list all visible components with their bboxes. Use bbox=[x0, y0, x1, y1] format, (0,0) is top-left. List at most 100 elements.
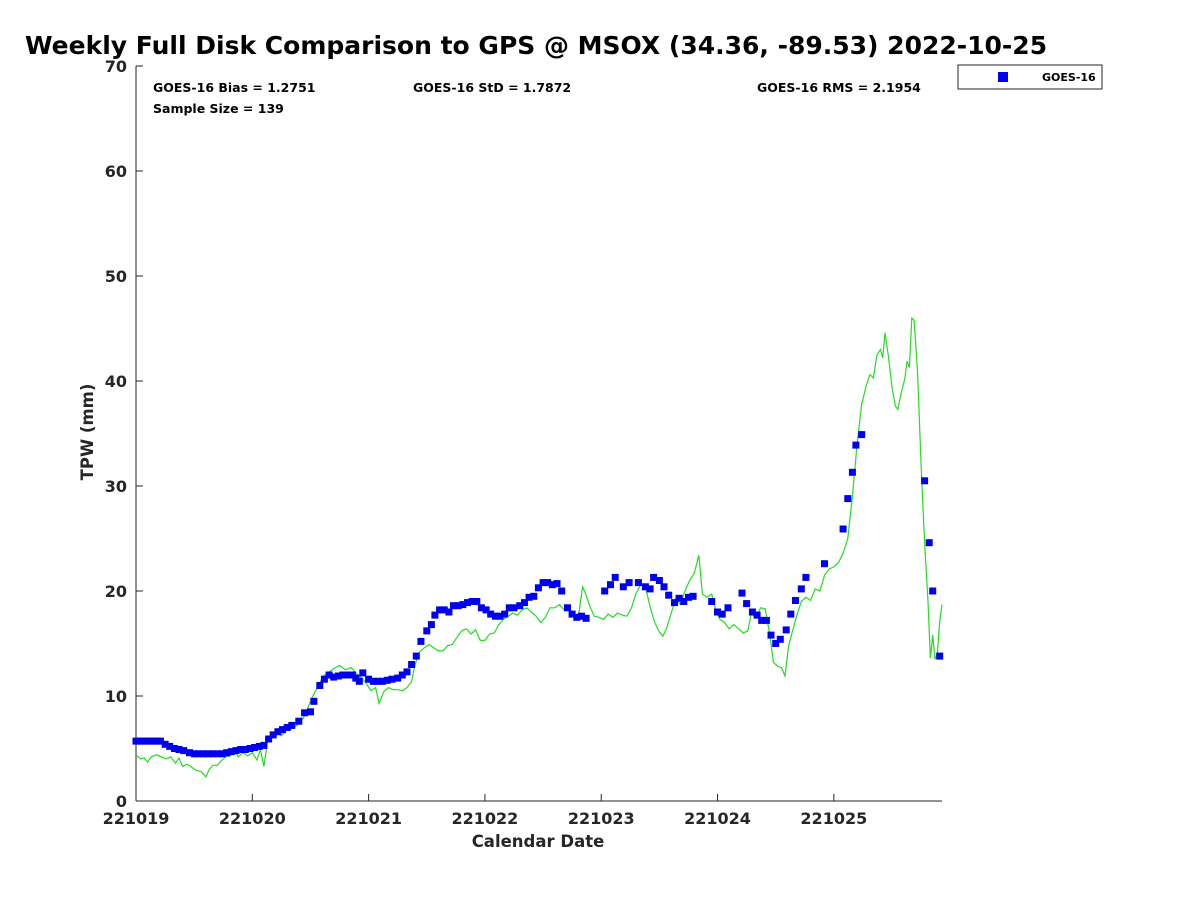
goes16-point bbox=[619, 583, 627, 591]
goes16-point bbox=[330, 673, 338, 681]
goes16-point bbox=[496, 612, 504, 620]
x-ticks: 221019 221020 221021 221022 221023 221024 2210… bbox=[103, 794, 867, 828]
goes16-point bbox=[232, 747, 240, 755]
goes16-point bbox=[355, 677, 363, 685]
goes16-point bbox=[641, 583, 649, 591]
goes16-point bbox=[190, 750, 198, 758]
goes16-point bbox=[403, 668, 411, 676]
legend: GOES-16 bbox=[957, 64, 1103, 90]
goes16-point bbox=[675, 594, 683, 602]
goes16-point bbox=[260, 741, 268, 749]
goes16-point bbox=[564, 604, 571, 612]
goes16-point bbox=[714, 608, 721, 616]
goes16-point bbox=[689, 592, 697, 600]
goes16-point bbox=[655, 577, 663, 584]
goes16-point bbox=[301, 709, 309, 717]
goes16-point bbox=[227, 748, 235, 756]
goes16-point bbox=[255, 742, 263, 750]
goes16-point bbox=[925, 539, 933, 547]
y-tick-label: 50 bbox=[105, 267, 127, 286]
y-tick-label: 40 bbox=[105, 372, 127, 391]
goes16-point bbox=[782, 626, 790, 634]
goes16-point bbox=[573, 613, 581, 621]
goes16-point bbox=[530, 592, 538, 600]
y-tick-label: 60 bbox=[105, 162, 127, 181]
y-ticks: 0 10 20 30 40 50 60 70 bbox=[105, 57, 143, 811]
goes16-point bbox=[369, 677, 377, 685]
x-tick-label: 221024 bbox=[684, 809, 751, 828]
goes16-point bbox=[505, 604, 513, 612]
goes16-point bbox=[680, 598, 688, 605]
goes16-point bbox=[459, 601, 467, 609]
goes16-point bbox=[161, 740, 169, 748]
goes16-point bbox=[539, 579, 547, 587]
goes16-point bbox=[213, 750, 221, 758]
goes16-point bbox=[839, 525, 847, 533]
goes16-point bbox=[685, 593, 692, 601]
goes16-point bbox=[180, 747, 188, 755]
goes16-point bbox=[487, 610, 495, 618]
goes16-point bbox=[772, 640, 780, 647]
goes16-point bbox=[625, 579, 633, 587]
legend-box bbox=[957, 64, 1103, 90]
x-tick-label: 221021 bbox=[335, 809, 402, 828]
goes16-point bbox=[209, 750, 217, 758]
goes16-point bbox=[374, 677, 382, 685]
goes16-point bbox=[548, 581, 556, 589]
goes16-point bbox=[578, 612, 585, 620]
goes16-point bbox=[553, 580, 561, 588]
goes16-point bbox=[738, 589, 746, 597]
goes16-point bbox=[802, 573, 810, 581]
goes16-point bbox=[568, 610, 576, 618]
goes16-point bbox=[468, 598, 476, 605]
goes16-point bbox=[365, 675, 373, 683]
goes16-point bbox=[307, 708, 314, 716]
gps-series-line bbox=[135, 316, 943, 778]
goes16-point bbox=[477, 604, 485, 612]
goes16-point bbox=[454, 602, 462, 610]
goes16-point bbox=[473, 598, 481, 605]
y-tick-label: 10 bbox=[105, 687, 127, 706]
goes16-point bbox=[417, 637, 425, 645]
goes16-point bbox=[241, 746, 249, 753]
goes16-point bbox=[279, 726, 286, 734]
goes16-point bbox=[797, 585, 805, 593]
goes16-point bbox=[748, 608, 756, 616]
goes16-point bbox=[762, 616, 770, 624]
goes16-point bbox=[582, 614, 590, 622]
goes16-point bbox=[671, 599, 678, 607]
goes16-point bbox=[408, 661, 416, 668]
goes16-point bbox=[510, 604, 518, 612]
goes16-point bbox=[423, 627, 431, 635]
goes16-point bbox=[767, 631, 775, 639]
goes16-point bbox=[646, 585, 654, 593]
goes16-point bbox=[491, 612, 499, 620]
goes16-point bbox=[482, 606, 490, 614]
goes16-point bbox=[464, 599, 471, 607]
goes16-point bbox=[558, 587, 566, 595]
goes16-point bbox=[379, 677, 387, 685]
goes16-point bbox=[436, 606, 444, 614]
goes16-point bbox=[186, 749, 193, 757]
goes16-point bbox=[821, 560, 828, 568]
goes16-point bbox=[848, 468, 856, 476]
goes16-point bbox=[501, 610, 509, 618]
goes16-point bbox=[753, 611, 761, 619]
goes16-point bbox=[175, 746, 183, 753]
goes16-point bbox=[650, 573, 658, 581]
goes16-point bbox=[339, 671, 347, 679]
x-tick-label: 221025 bbox=[800, 809, 867, 828]
goes16-point bbox=[601, 587, 609, 595]
goes16-point bbox=[204, 750, 212, 758]
y-tick-label: 30 bbox=[105, 477, 127, 496]
sample-size-stat: Sample Size = 139 bbox=[153, 101, 284, 116]
goes16-point bbox=[844, 495, 852, 503]
goes16-point bbox=[274, 728, 282, 736]
goes16-point bbox=[218, 750, 226, 758]
bias-stat: GOES-16 Bias = 1.2751 bbox=[153, 80, 315, 95]
goes16-point bbox=[156, 737, 164, 745]
goes16-point bbox=[398, 671, 406, 679]
goes16-point bbox=[743, 600, 751, 608]
goes16-point bbox=[269, 731, 277, 739]
